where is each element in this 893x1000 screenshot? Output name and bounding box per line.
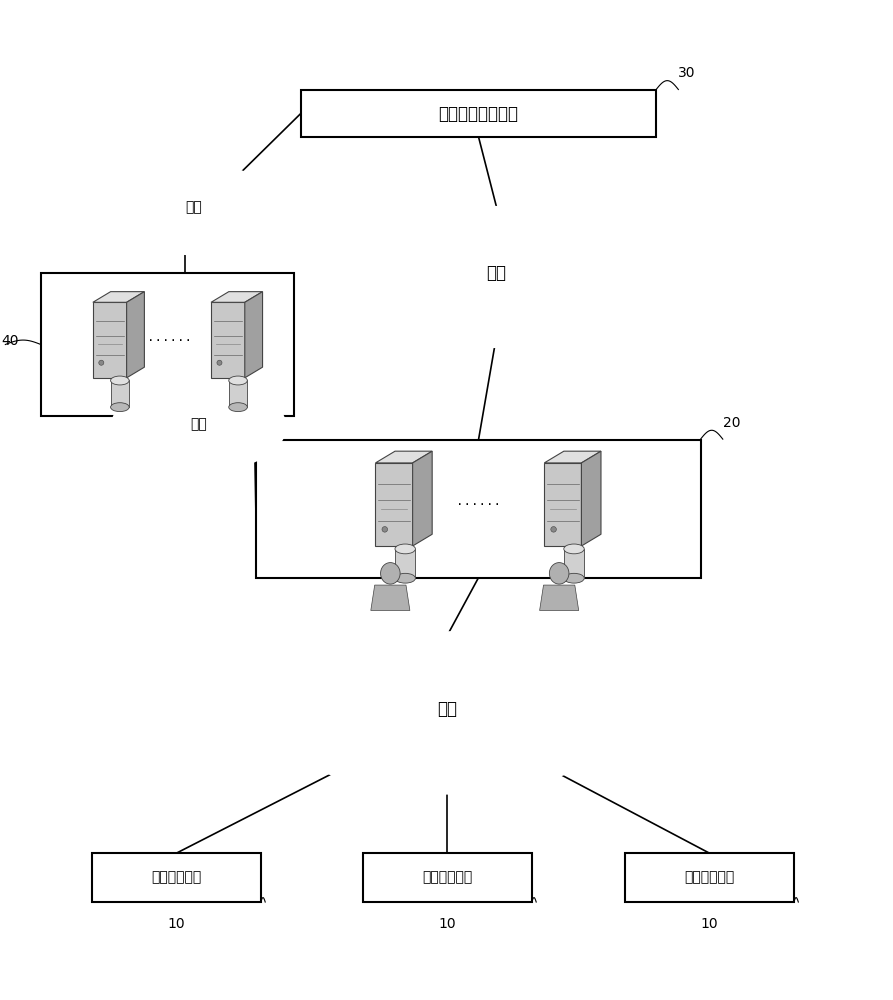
Ellipse shape xyxy=(392,229,500,303)
Text: 40: 40 xyxy=(1,334,19,348)
Ellipse shape xyxy=(361,247,446,307)
Polygon shape xyxy=(581,451,601,546)
Ellipse shape xyxy=(147,189,209,234)
Ellipse shape xyxy=(135,421,263,456)
Ellipse shape xyxy=(111,403,129,412)
Ellipse shape xyxy=(118,190,166,229)
Text: 云终端服务器: 云终端服务器 xyxy=(422,871,472,885)
Ellipse shape xyxy=(140,396,201,444)
FancyBboxPatch shape xyxy=(301,90,656,137)
Ellipse shape xyxy=(291,679,390,747)
FancyBboxPatch shape xyxy=(625,853,794,902)
Text: 30: 30 xyxy=(679,66,696,80)
FancyBboxPatch shape xyxy=(111,380,129,407)
FancyBboxPatch shape xyxy=(363,853,531,902)
Polygon shape xyxy=(371,585,410,610)
Polygon shape xyxy=(245,292,263,378)
Ellipse shape xyxy=(563,544,584,554)
Text: 云平台服务器集群: 云平台服务器集群 xyxy=(438,105,519,123)
Polygon shape xyxy=(211,292,263,302)
Ellipse shape xyxy=(442,658,567,743)
Polygon shape xyxy=(93,292,145,302)
FancyBboxPatch shape xyxy=(395,549,415,578)
Ellipse shape xyxy=(229,403,247,412)
FancyBboxPatch shape xyxy=(545,463,581,546)
FancyBboxPatch shape xyxy=(563,549,584,578)
Ellipse shape xyxy=(340,206,653,348)
Ellipse shape xyxy=(152,407,213,451)
FancyBboxPatch shape xyxy=(41,273,294,416)
FancyBboxPatch shape xyxy=(256,440,701,578)
FancyBboxPatch shape xyxy=(375,463,413,546)
Ellipse shape xyxy=(549,563,569,584)
Ellipse shape xyxy=(563,573,584,583)
Ellipse shape xyxy=(227,407,274,446)
Ellipse shape xyxy=(111,381,287,473)
Ellipse shape xyxy=(373,643,522,741)
Ellipse shape xyxy=(106,163,282,255)
FancyBboxPatch shape xyxy=(92,853,261,902)
Ellipse shape xyxy=(413,246,522,315)
Polygon shape xyxy=(413,451,432,546)
Ellipse shape xyxy=(395,544,415,554)
FancyBboxPatch shape xyxy=(93,302,127,378)
Ellipse shape xyxy=(136,178,196,226)
Text: 网络: 网络 xyxy=(486,264,506,282)
Ellipse shape xyxy=(163,388,235,443)
Ellipse shape xyxy=(229,376,247,385)
Ellipse shape xyxy=(551,527,556,532)
Text: 云终端服务器: 云终端服务器 xyxy=(151,871,202,885)
FancyBboxPatch shape xyxy=(211,302,245,378)
Ellipse shape xyxy=(418,678,543,756)
FancyBboxPatch shape xyxy=(229,380,247,407)
Ellipse shape xyxy=(380,563,400,584)
Ellipse shape xyxy=(382,268,610,322)
Ellipse shape xyxy=(158,170,230,225)
Ellipse shape xyxy=(471,246,579,315)
Ellipse shape xyxy=(316,702,579,764)
Text: 10: 10 xyxy=(438,917,456,931)
Ellipse shape xyxy=(222,190,270,229)
Ellipse shape xyxy=(395,573,415,583)
Ellipse shape xyxy=(382,527,388,532)
Ellipse shape xyxy=(328,658,452,743)
Ellipse shape xyxy=(99,360,104,365)
Text: 云终端服务器: 云终端服务器 xyxy=(684,871,735,885)
Text: 网络: 网络 xyxy=(190,417,207,431)
Text: 网络: 网络 xyxy=(186,200,203,214)
Text: 10: 10 xyxy=(168,917,185,931)
Ellipse shape xyxy=(122,407,171,446)
Ellipse shape xyxy=(130,203,258,238)
Polygon shape xyxy=(539,585,579,610)
Text: 10: 10 xyxy=(701,917,718,931)
Ellipse shape xyxy=(179,189,240,234)
Text: ......: ...... xyxy=(146,331,192,344)
Ellipse shape xyxy=(217,360,222,365)
Polygon shape xyxy=(127,292,145,378)
Text: 20: 20 xyxy=(722,416,740,430)
Ellipse shape xyxy=(505,679,604,747)
Ellipse shape xyxy=(184,407,245,451)
Ellipse shape xyxy=(111,376,129,385)
Ellipse shape xyxy=(192,178,253,226)
Ellipse shape xyxy=(266,631,628,795)
Ellipse shape xyxy=(352,678,477,756)
Ellipse shape xyxy=(432,217,560,302)
Polygon shape xyxy=(375,451,432,463)
Ellipse shape xyxy=(546,247,631,307)
Text: ......: ...... xyxy=(456,495,501,508)
Ellipse shape xyxy=(492,229,600,303)
Polygon shape xyxy=(545,451,601,463)
Ellipse shape xyxy=(196,396,257,444)
Text: 网络: 网络 xyxy=(438,700,457,718)
